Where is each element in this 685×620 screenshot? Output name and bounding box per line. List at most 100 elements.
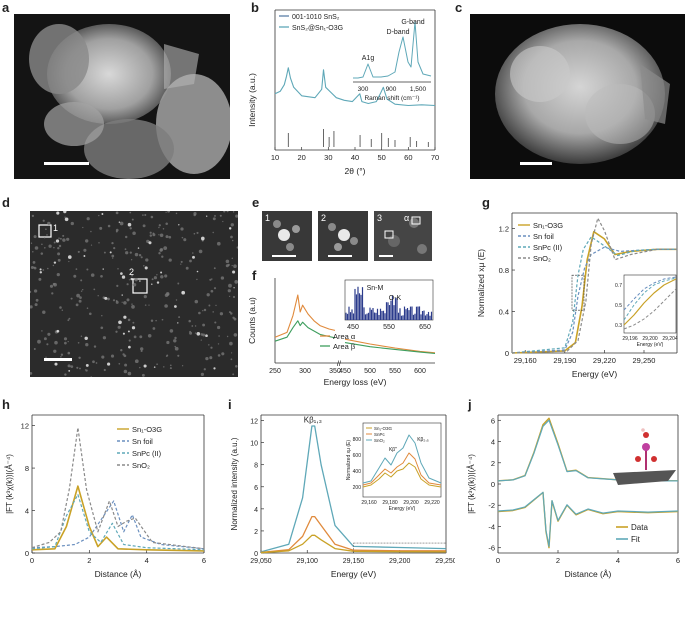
inset-x-tick-label: 550	[383, 324, 395, 331]
atom-dot	[56, 272, 60, 277]
y-tick-label: 4	[25, 507, 29, 516]
panel-label-f: f	[252, 268, 257, 283]
atom-dot	[149, 234, 153, 237]
atom-dot	[66, 237, 70, 241]
atom-dot	[158, 252, 161, 255]
atom-dot	[116, 284, 119, 287]
atom-dot	[132, 321, 135, 324]
atom-dot	[178, 224, 180, 226]
series-sno	[31, 427, 205, 550]
atom-dot	[139, 335, 143, 339]
atom-dot	[67, 319, 70, 322]
atom-dot	[95, 362, 98, 364]
zoom-label-2: 2	[321, 213, 327, 223]
inset-sn1-o3g	[623, 278, 677, 326]
atom-dot	[30, 305, 33, 309]
atom-dot	[163, 366, 165, 368]
atom-dot	[128, 279, 131, 281]
atom-dot	[127, 330, 130, 333]
atom-dot	[232, 316, 235, 320]
atom-dot	[214, 321, 217, 324]
atom-dot	[122, 353, 125, 356]
inset-raman-line	[353, 21, 432, 79]
y-tick-label: 0	[491, 480, 495, 489]
atom-dot	[234, 280, 238, 284]
y-tick-label: 8	[25, 464, 29, 473]
atom-dot	[75, 303, 79, 307]
atom-dot	[53, 241, 56, 244]
atom-dot	[79, 296, 82, 299]
x-tick-label: 300	[299, 368, 311, 375]
atom-dot	[112, 257, 114, 259]
legend-area-alpha: Area α	[333, 332, 356, 341]
atom-dot	[39, 271, 43, 274]
inset-x-tick-label: 900	[386, 86, 397, 93]
atom-dot	[232, 211, 235, 213]
atom-dot	[98, 214, 100, 217]
panel-label-d: d	[2, 195, 10, 210]
atom-dot	[181, 365, 184, 367]
y-axis-label: Normalized intensity (a.u.)	[230, 437, 239, 530]
atom-dot	[103, 251, 106, 254]
zoom-image-2: 2	[318, 211, 368, 261]
x-tick-label: 29,050	[250, 558, 272, 565]
atom-dot	[104, 296, 108, 300]
annotation-kbeta25: Kβ₂,₅	[417, 437, 429, 443]
atom-dot	[107, 362, 111, 366]
axis-break: //	[337, 361, 341, 368]
atom-dot	[230, 223, 234, 227]
atom-dot	[92, 360, 95, 364]
atom-dot	[58, 244, 62, 248]
series-sno	[511, 217, 677, 354]
atom-dot	[194, 299, 199, 304]
atom-dot	[228, 227, 232, 230]
atom-dot	[30, 371, 33, 375]
atom-dot	[37, 339, 41, 344]
atom-dot	[64, 216, 66, 218]
atom-dot	[196, 231, 199, 234]
y-tick-label: 4	[491, 438, 495, 447]
x-tick-label: 29,220	[593, 356, 616, 365]
atom-dot	[85, 343, 89, 347]
atom-dot	[107, 297, 110, 301]
inset-x-tick-label: 450	[347, 324, 359, 331]
atom-dot	[139, 366, 141, 369]
atom-dot	[196, 270, 199, 273]
atom-dot	[75, 268, 78, 270]
chart-g: 29,160 29,190 29,220 29,250 0 0.4 0.8 1.2 Energy…	[470, 195, 685, 390]
atom-dot	[76, 366, 79, 369]
atom-dot	[93, 288, 96, 291]
atom-dot	[103, 368, 106, 372]
atom-dot	[55, 239, 60, 243]
series-sns2-sn1-o3g	[274, 67, 436, 107]
annotation-g-band: G-band	[401, 19, 424, 26]
legend-entry: Sn foil	[533, 232, 554, 241]
o-atom-icon	[651, 456, 657, 462]
atom-dot	[152, 232, 155, 235]
atom-dot	[115, 230, 118, 233]
atom-dot	[158, 234, 160, 236]
atom-dot	[115, 330, 118, 333]
chart-i: 29,050 29,100 29,150 29,200 29,250 0 2 4 6 8 10 12 E…	[225, 397, 457, 592]
zoom-box	[571, 274, 585, 311]
atom-dot	[144, 213, 147, 217]
atom-dot	[53, 246, 55, 249]
atom-dot	[233, 333, 238, 337]
atom-dot	[102, 268, 104, 270]
atom-dot	[160, 275, 164, 279]
zoom-label-alpha: α	[404, 213, 410, 223]
atom-dot	[148, 304, 150, 306]
zoom-image-3: 3 α	[374, 211, 432, 261]
x-tick-label: 29,160	[514, 356, 537, 365]
x-tick-label: 40	[351, 153, 359, 162]
atom-dot	[127, 222, 132, 227]
atom-dot	[129, 251, 132, 254]
atom-dot	[35, 298, 39, 302]
atom-dot	[123, 315, 127, 319]
atom-dot	[63, 337, 68, 341]
atom-dot	[217, 354, 221, 357]
atom-dot	[212, 231, 214, 234]
atom-dot	[143, 364, 147, 368]
atom-dot	[82, 226, 84, 229]
atom-dot	[194, 325, 197, 327]
